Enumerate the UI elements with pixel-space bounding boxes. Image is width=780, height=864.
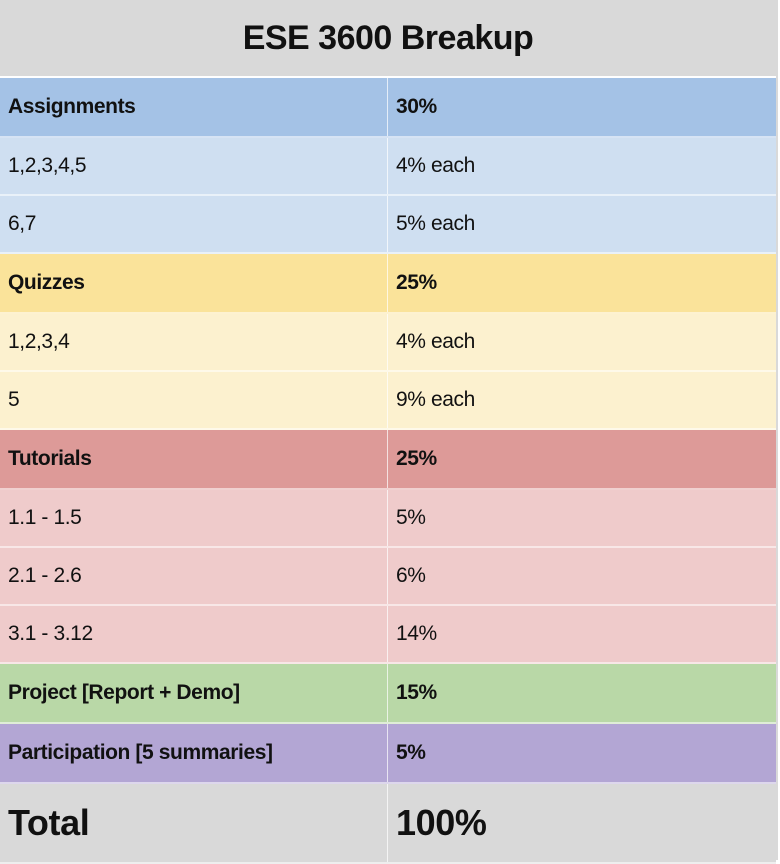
total-row: Total 100% xyxy=(0,784,776,864)
item-label: 3.1 - 3.12 xyxy=(0,606,388,662)
category-row: Quizzes 25% xyxy=(0,254,776,314)
category-row: Participation [5 summaries] 5% xyxy=(0,724,776,784)
table-row: 6,7 5% each xyxy=(0,196,776,254)
table-title-row: ESE 3600 Breakup xyxy=(0,0,776,78)
item-label: 2.1 - 2.6 xyxy=(0,548,388,604)
table-row: 1.1 - 1.5 5% xyxy=(0,490,776,548)
category-weight: 25% xyxy=(396,447,437,470)
category-label: Tutorials xyxy=(0,430,388,488)
category-row: Project [Report + Demo] 15% xyxy=(0,664,776,724)
table-row: 1,2,3,4 4% each xyxy=(0,314,776,372)
item-weight: 9% each xyxy=(396,388,475,411)
total-value: 100% xyxy=(396,802,487,843)
item-label: 6,7 xyxy=(0,196,388,252)
category-label: Quizzes xyxy=(0,254,388,312)
category-label: Project [Report + Demo] xyxy=(0,664,388,722)
category-weight: 15% xyxy=(396,681,437,704)
category-label: Assignments xyxy=(0,78,388,136)
item-weight: 5% xyxy=(396,506,426,529)
category-row: Assignments 30% xyxy=(0,78,776,138)
table-row: 2.1 - 2.6 6% xyxy=(0,548,776,606)
item-weight: 4% each xyxy=(396,154,475,177)
table-row: 5 9% each xyxy=(0,372,776,430)
category-label: Participation [5 summaries] xyxy=(0,724,388,782)
item-weight: 4% each xyxy=(396,330,475,353)
category-weight: 25% xyxy=(396,271,437,294)
table-row: 1,2,3,4,5 4% each xyxy=(0,138,776,196)
table-body: Assignments 30% 1,2,3,4,5 4% each 6,7 5% each… xyxy=(0,78,776,784)
category-weight: 30% xyxy=(396,95,437,118)
total-label: Total xyxy=(0,784,388,862)
table-title: ESE 3600 Breakup xyxy=(242,18,534,57)
item-label: 5 xyxy=(0,372,388,428)
category-row: Tutorials 25% xyxy=(0,430,776,490)
table-row: 3.1 - 3.12 14% xyxy=(0,606,776,664)
item-label: 1,2,3,4,5 xyxy=(0,138,388,194)
item-weight: 14% xyxy=(396,622,437,645)
item-label: 1,2,3,4 xyxy=(0,314,388,370)
item-weight: 5% each xyxy=(396,212,475,235)
item-label: 1.1 - 1.5 xyxy=(0,490,388,546)
item-weight: 6% xyxy=(396,564,426,587)
category-weight: 5% xyxy=(396,741,426,764)
